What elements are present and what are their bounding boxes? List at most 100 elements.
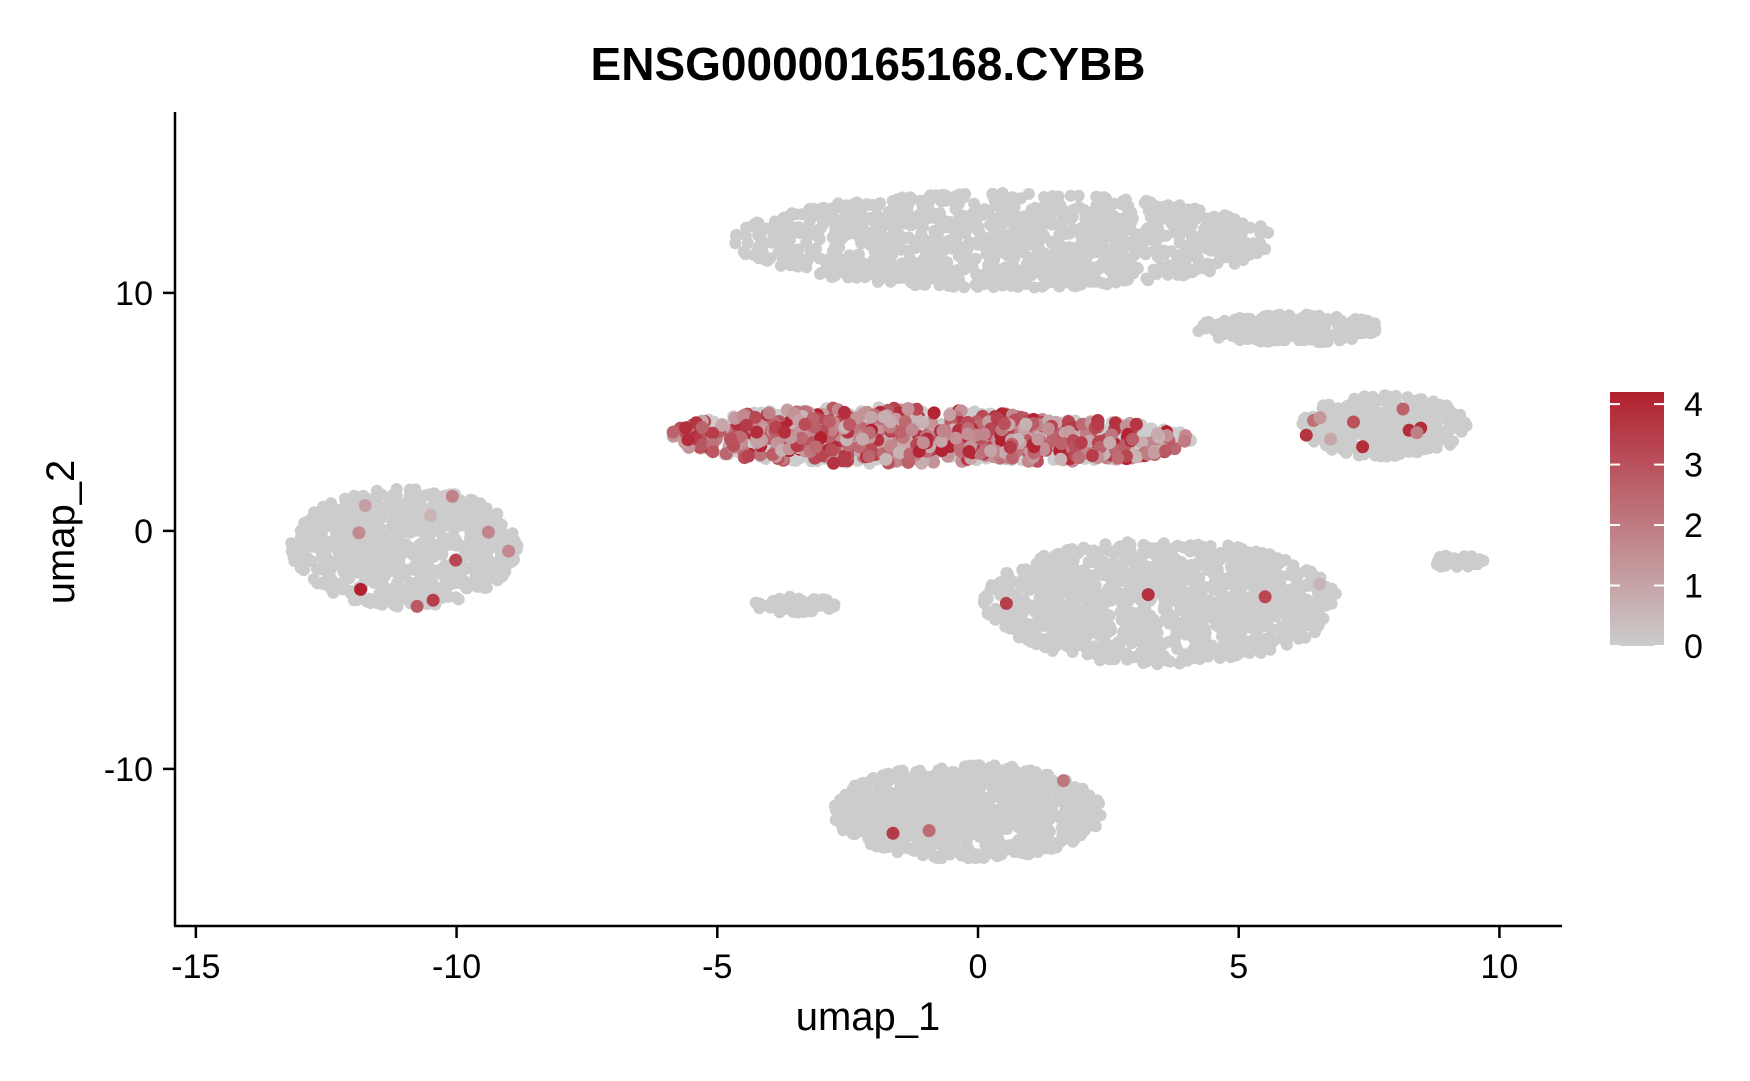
cell-point <box>982 259 995 272</box>
cell-point <box>1083 606 1095 619</box>
cell-point <box>1374 450 1387 463</box>
cell-point <box>1054 558 1066 571</box>
cell-point <box>1438 432 1450 445</box>
cell-point <box>909 211 922 224</box>
cell-point <box>1090 190 1103 203</box>
cell-point <box>1011 280 1024 293</box>
cell-point <box>421 541 434 553</box>
cell-point <box>784 599 797 612</box>
cell-point <box>1247 324 1259 336</box>
cell-point <box>1269 607 1282 620</box>
cell-point <box>1215 584 1228 597</box>
cell-point <box>980 247 993 260</box>
cell-point <box>1106 213 1119 226</box>
cell-point <box>917 203 930 216</box>
cell-point <box>1187 249 1200 262</box>
cell-point <box>1301 593 1314 606</box>
cell-point <box>1248 588 1261 601</box>
cell-point <box>961 242 974 255</box>
cell-point <box>729 237 742 250</box>
cell-point <box>1162 199 1175 212</box>
cell-point <box>999 587 1012 600</box>
cell-point <box>348 489 361 502</box>
cell-point <box>423 532 436 544</box>
cell-point <box>1236 217 1249 230</box>
cell-point <box>401 581 414 594</box>
cell-point <box>1145 615 1158 628</box>
cell-point <box>1208 576 1221 589</box>
cell-point <box>984 276 997 288</box>
cell-point <box>847 250 860 263</box>
cell-point <box>1209 564 1222 577</box>
cell-point <box>1299 631 1312 644</box>
cell-point <box>1121 536 1134 549</box>
cell-point <box>299 516 312 529</box>
cell-point <box>1080 215 1093 228</box>
cell-point <box>1031 630 1044 643</box>
cell-point <box>1169 552 1182 565</box>
cell-point <box>444 512 457 525</box>
cell-point <box>1285 564 1298 577</box>
cell-point <box>833 256 846 269</box>
cell-point <box>1139 640 1152 652</box>
cell-point <box>1174 587 1186 600</box>
cell-point <box>1105 230 1118 243</box>
cell-point <box>391 528 404 541</box>
cell-point <box>1302 566 1315 579</box>
cell-point <box>400 498 413 511</box>
cell-point <box>1245 559 1258 572</box>
cell-point <box>1213 227 1226 240</box>
cell-point <box>936 235 949 248</box>
cell-point <box>1163 635 1175 648</box>
cell-point <box>983 236 995 249</box>
cell-point <box>1171 200 1184 213</box>
cell-point <box>1224 613 1237 626</box>
cell-point <box>1306 310 1319 323</box>
cell-point <box>936 827 948 840</box>
cell-point <box>774 239 787 252</box>
cell-point <box>1286 313 1299 326</box>
cell-point <box>769 215 781 228</box>
cell-point <box>1123 634 1136 647</box>
cell-point <box>861 780 874 793</box>
cell-point <box>1015 578 1028 591</box>
cell-point <box>414 493 427 506</box>
cell-point <box>882 238 895 250</box>
cell-point <box>1032 598 1045 611</box>
cell-point <box>1226 557 1239 570</box>
cell-point <box>1331 311 1344 324</box>
cell-point <box>1002 840 1015 852</box>
cell-point <box>330 516 343 529</box>
cell-point <box>1235 317 1248 330</box>
cell-point <box>447 531 460 544</box>
cell-point <box>1274 569 1287 582</box>
cell-point <box>1150 645 1163 658</box>
cell-point <box>759 237 772 250</box>
cell-point <box>437 534 450 547</box>
cell-point <box>895 271 908 284</box>
cell-point <box>1131 262 1144 275</box>
cell-point <box>1226 548 1239 561</box>
cell-point <box>800 261 813 274</box>
cell-point <box>1092 546 1105 558</box>
cell-point <box>1403 443 1416 456</box>
cell-point <box>829 222 842 235</box>
cell-point <box>896 191 909 204</box>
cell-point <box>1322 421 1335 434</box>
cell-point <box>1093 206 1106 219</box>
cell-point <box>1038 191 1051 203</box>
cell-point <box>391 576 404 589</box>
cell-point <box>874 197 886 210</box>
cell-point <box>1107 639 1119 652</box>
cell-point <box>458 561 471 574</box>
cell-point <box>998 216 1011 229</box>
cell-point <box>1014 807 1027 820</box>
cell-point <box>1288 619 1301 632</box>
cell-point <box>1014 192 1027 205</box>
cell-point <box>1064 587 1077 600</box>
cell-point <box>1427 415 1440 428</box>
cell-point <box>857 211 870 224</box>
cell-point <box>965 759 977 772</box>
cell-point <box>754 598 767 611</box>
cell-point <box>1295 312 1308 325</box>
